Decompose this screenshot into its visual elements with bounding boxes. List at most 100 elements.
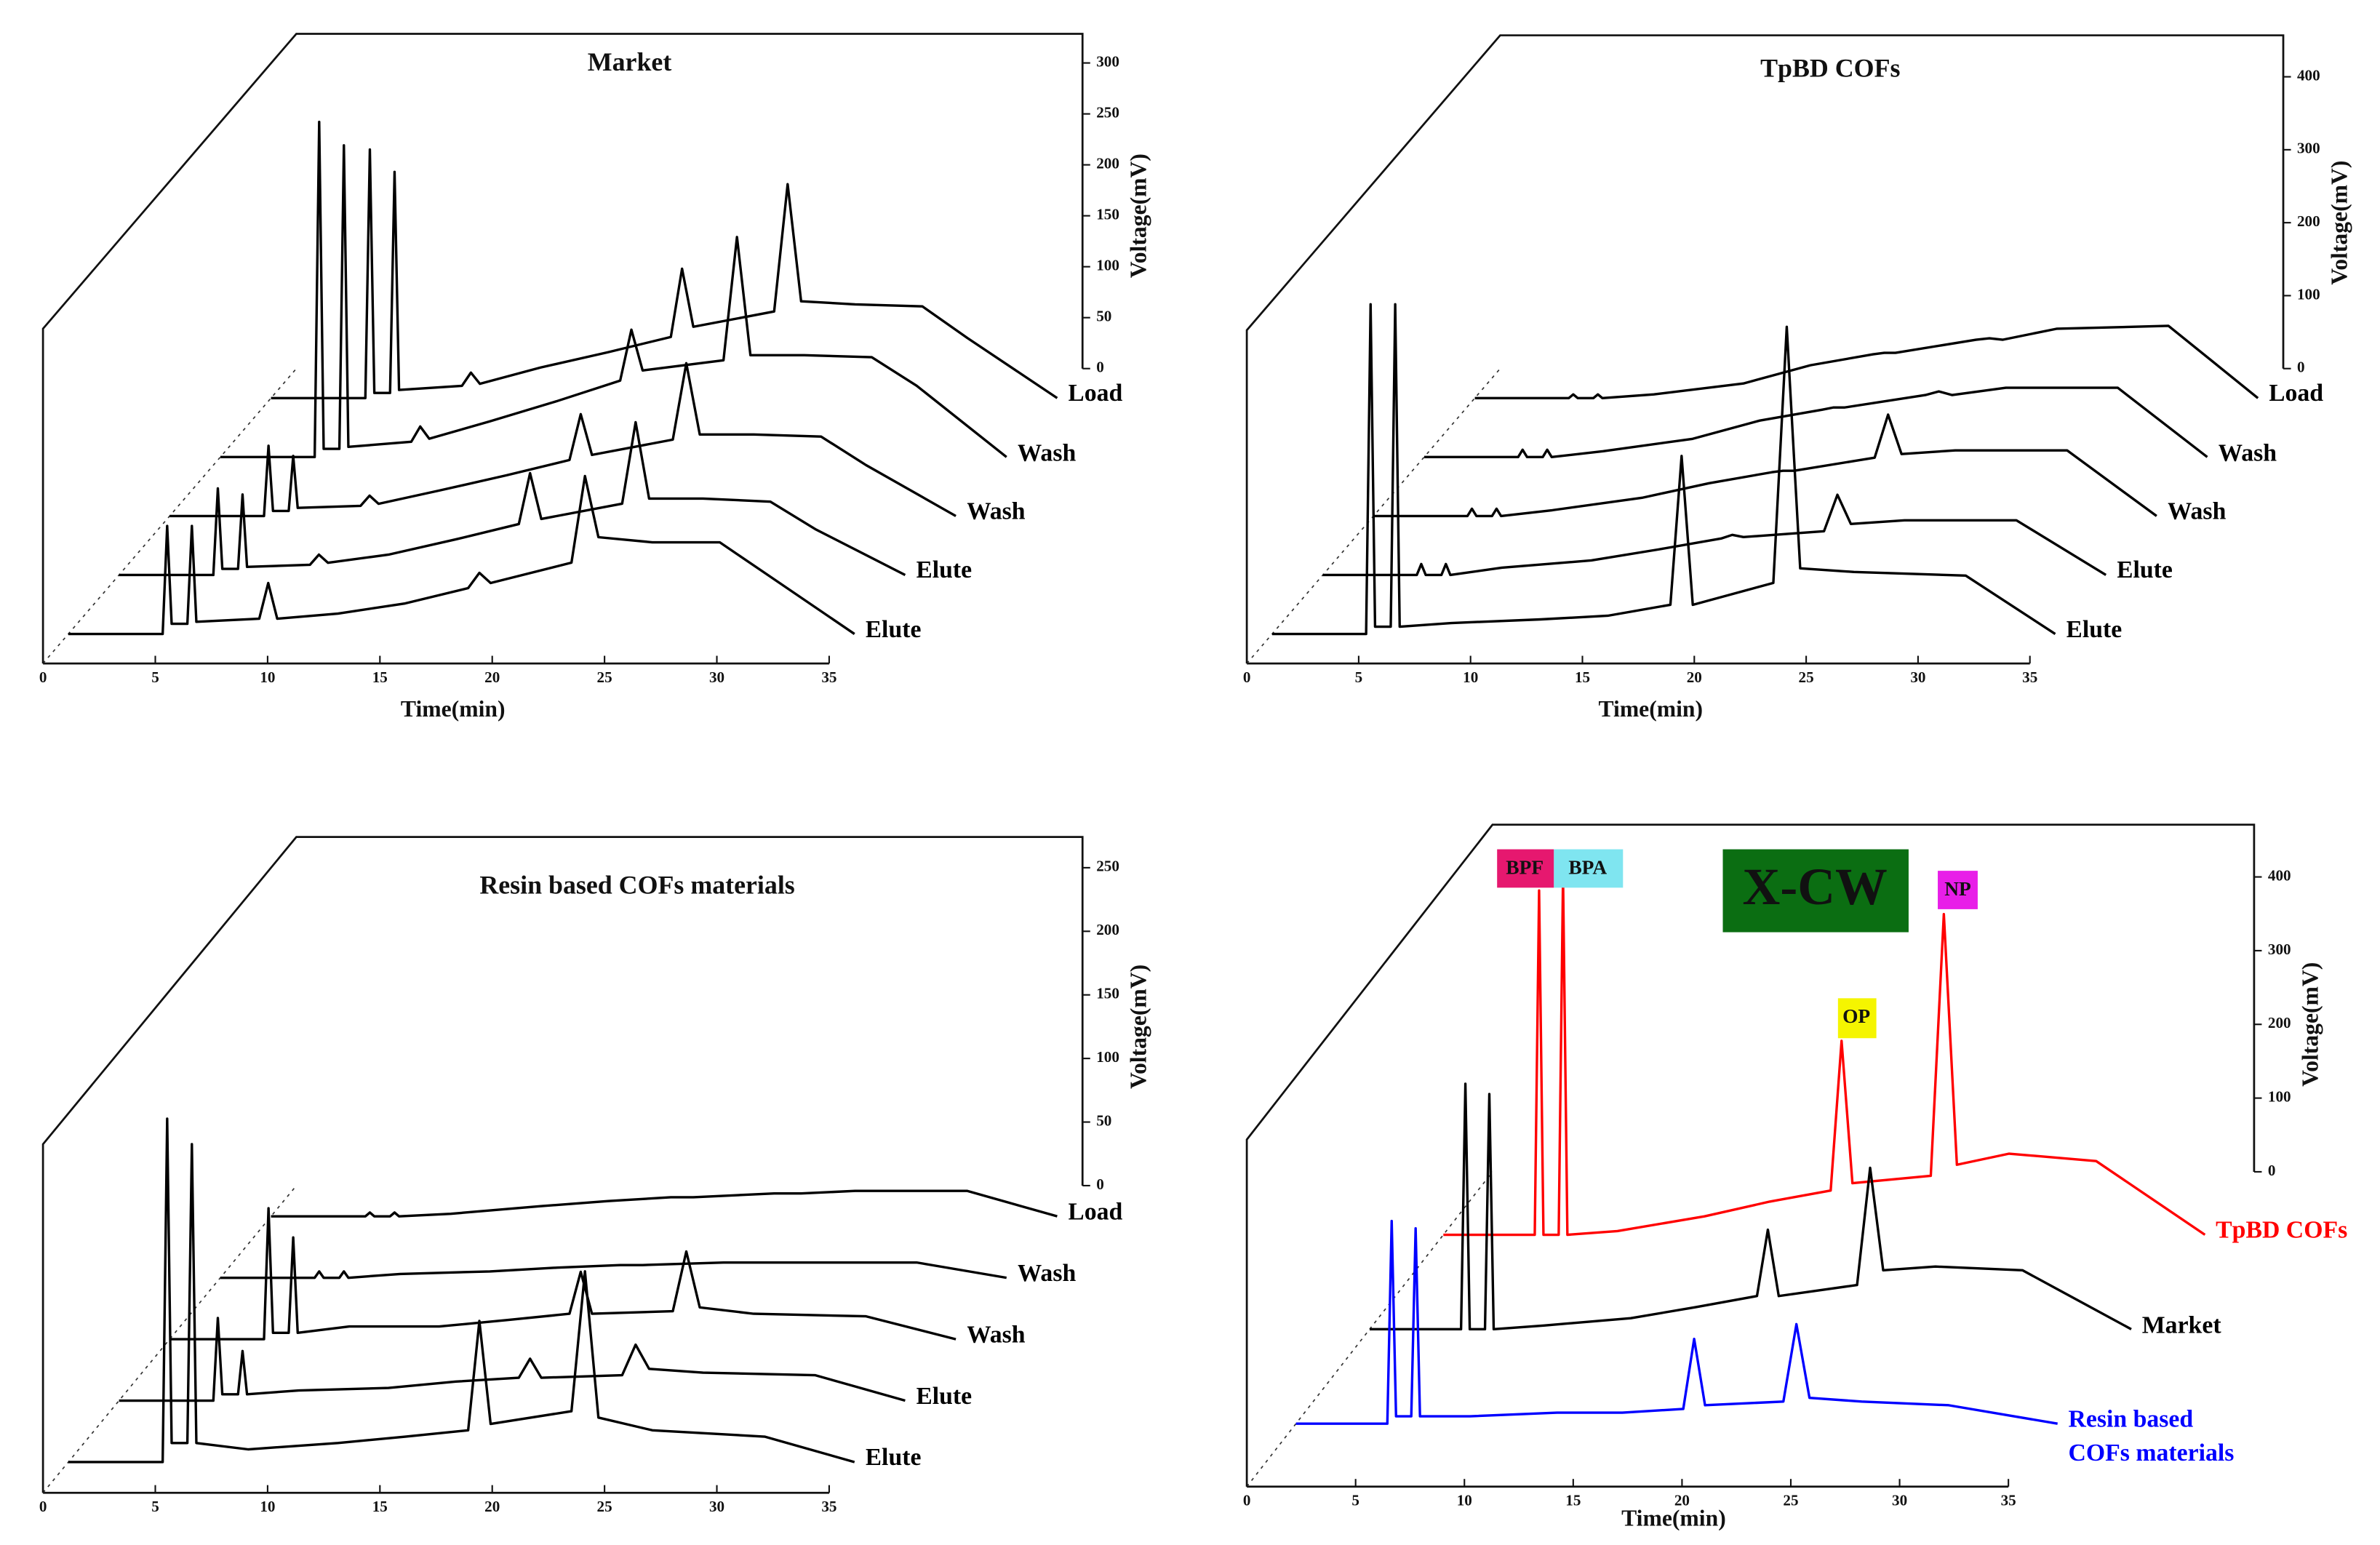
x-tick-label: 10 [260,1498,275,1515]
trace [119,1317,906,1402]
trace [271,148,1058,399]
x-tick-label: 0 [39,668,47,686]
annotation: X-CW [1743,858,1888,916]
y-tick-label: 250 [1096,858,1119,875]
y-tick-label: 300 [1096,52,1119,70]
x-tick-label: 5 [151,1498,159,1515]
series-label-text: Elute [916,1384,973,1410]
y-tick-label: 250 [1096,103,1119,121]
chart-title: Market [588,47,672,76]
y-tick-label: 100 [1096,1048,1119,1066]
x-tick-label: 0 [1243,1492,1251,1509]
chart-title: TpBD COFs [1760,53,1900,82]
x-tick-label: 15 [1575,668,1590,686]
trace [119,420,906,577]
y-tick-label: 100 [2297,285,2320,303]
trace [1423,386,2208,459]
y-tick-label: 400 [2268,866,2291,884]
annotation: BPA [1568,856,1607,878]
annotation: NP [1944,878,1971,900]
x-tick-label: 35 [2001,1492,2016,1509]
series-label-text: Wash [2167,499,2227,526]
series-label: Load [1068,1199,1122,1226]
frame [41,836,1084,1494]
series-label: Wash [1018,440,1077,466]
y-tick-label: 150 [1096,985,1119,1002]
y-axis-title: Voltage(mV) [1126,153,1151,278]
y-tick-label: 300 [2297,140,2320,157]
series-label-text: Load [2268,381,2324,407]
x-axis-title: Time(min) [401,696,506,722]
series-label: Elute [916,558,972,584]
y-axis-title: Voltage(mV) [2326,161,2352,285]
series-label: Elute [916,1384,973,1410]
y-tick-label: 200 [1096,154,1119,172]
x-axis-title: Time(min) [1621,1505,1726,1530]
series-label-text: Market [2141,1312,2221,1339]
series-label-text: Elute [865,617,922,644]
x-tick-label: 15 [372,1498,388,1515]
y-tick-label: 100 [1096,257,1119,274]
x-tick-label: 30 [709,668,724,686]
annotation-box [1554,849,1624,888]
x-tick-label: 25 [597,668,612,686]
frame [1245,823,2256,1488]
x-tick-label: 30 [1892,1492,1907,1509]
series-label: Load [1068,381,1122,407]
y-tick-label: 0 [2268,1162,2276,1179]
x-tick-label: 20 [484,1498,500,1515]
x-tick-label: 35 [821,1498,836,1515]
series-label-text: Wash [2218,440,2277,466]
x-tick-label: 0 [1243,668,1251,686]
annotation-box [1938,871,1978,909]
x-tick-label: 15 [1565,1492,1581,1509]
x-tick-label: 25 [1783,1492,1798,1509]
trace [68,474,855,636]
chart-title: Resin based COFs materials [479,871,794,900]
x-tick-label: 20 [1687,668,1702,686]
y-axis-title: Voltage(mV) [1126,965,1151,1089]
trace [220,1261,1007,1279]
series-label: Wash [1017,1261,1077,1288]
annotation-box [1497,849,1554,888]
x-tick-label: 5 [1351,1492,1359,1509]
trace [169,1207,957,1341]
series-label: TpBD COFs [2216,1218,2347,1244]
x-tick-label: 5 [1355,668,1363,686]
series-label: Resin based COFs materials [2068,1406,2235,1467]
x-tick-label: 0 [39,1498,47,1515]
series-label-text: Wash [1017,1261,1077,1288]
x-tick-label: 35 [2022,668,2037,686]
trace [1474,324,2259,399]
series-label-text: Resin based COFs materials [2068,1406,2235,1467]
x-tick-label: 25 [597,1498,612,1515]
series-label: Elute [2066,617,2123,644]
y-tick-label: 150 [1096,205,1119,223]
x-tick-label: 25 [1799,668,1814,686]
series-label: Wash [2218,440,2277,466]
trace [1369,1082,2132,1331]
y-tick-label: 0 [1096,359,1104,376]
annotation-box [1837,998,1877,1039]
series-label-text: Elute [865,1445,922,1472]
frame [1245,34,2285,665]
annotation-box [1722,849,1909,933]
series-label-text: Elute [2116,558,2173,585]
series-label: Load [2268,381,2324,407]
y-tick-label: 300 [2268,941,2291,958]
trace [1322,493,2107,577]
series-label-text: Wash [966,1322,1026,1349]
annotations: X-CW BPF BPA OP NP [1497,849,1978,1039]
trace [68,1117,855,1464]
annotation: BPF [1506,856,1544,878]
y-tick-label: 200 [1096,921,1119,938]
y-tick-label: 50 [1096,1111,1111,1129]
series-label-text: Wash [966,499,1026,526]
x-tick-label: 20 [1674,1492,1690,1509]
y-tick-label: 200 [2297,212,2320,230]
depth-guide [42,1185,298,1493]
y-tick-label: 0 [2297,359,2305,376]
y-axis-title: Voltage(mV) [2297,962,2323,1087]
series-label-text: Elute [2066,617,2123,644]
